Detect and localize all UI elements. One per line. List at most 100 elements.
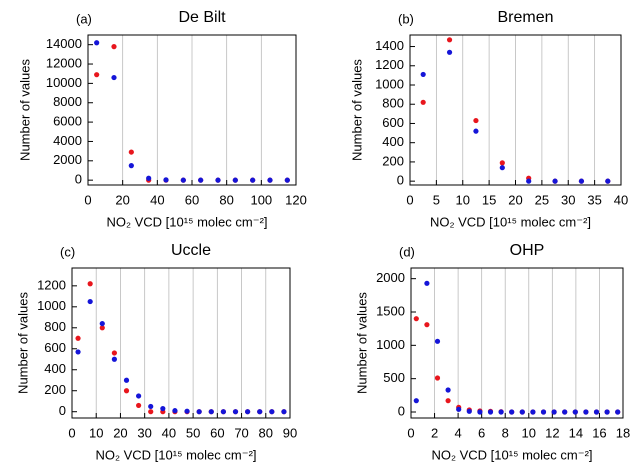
data-point bbox=[487, 409, 494, 415]
data-point bbox=[552, 178, 558, 184]
y-tick-label: 0 bbox=[398, 403, 405, 418]
plot-frame bbox=[87, 34, 297, 186]
x-tick-label: 100 bbox=[250, 192, 272, 207]
x-tick-label: 60 bbox=[185, 192, 199, 207]
x-tick-label: 120 bbox=[285, 192, 307, 207]
x-tick-label: 20 bbox=[115, 192, 129, 207]
y-axis-label: Number of values bbox=[17, 59, 32, 161]
data-point bbox=[128, 163, 134, 169]
data-point bbox=[281, 409, 287, 415]
data-point bbox=[128, 149, 134, 155]
chart-title: Uccle bbox=[171, 242, 211, 259]
data-point bbox=[540, 409, 547, 415]
y-tick-label: 500 bbox=[383, 370, 405, 385]
y-tick-label: 200 bbox=[382, 153, 404, 168]
data-point bbox=[111, 74, 117, 81]
data-point bbox=[499, 165, 505, 171]
x-tick-label: 14 bbox=[569, 425, 583, 440]
x-tick-label: 25 bbox=[535, 192, 549, 207]
panel-label: (c) bbox=[60, 244, 75, 259]
x-tick-label: 10 bbox=[522, 425, 536, 440]
x-axis-label: NO₂ VCD [10¹⁵ molec cm⁻²] bbox=[431, 447, 592, 462]
data-point bbox=[572, 409, 578, 415]
x-tick-label: 40 bbox=[150, 192, 164, 207]
x-tick-label: 50 bbox=[186, 425, 200, 440]
x-tick-label: 10 bbox=[456, 192, 470, 207]
x-tick-label: 2 bbox=[431, 425, 438, 440]
y-tick-label: 400 bbox=[44, 361, 66, 376]
x-tick-label: 8 bbox=[502, 425, 509, 440]
y-tick-label: 800 bbox=[382, 96, 404, 111]
data-point bbox=[615, 409, 621, 415]
data-point bbox=[148, 409, 154, 415]
y-tick-label: 0 bbox=[75, 172, 82, 187]
data-point bbox=[160, 405, 166, 412]
data-point bbox=[583, 409, 589, 415]
x-tick-label: 40 bbox=[162, 425, 176, 440]
y-tick-label: 4000 bbox=[53, 133, 82, 148]
data-point bbox=[498, 409, 504, 415]
data-point bbox=[232, 409, 239, 415]
y-tick-label: 1200 bbox=[375, 57, 404, 72]
data-point bbox=[413, 316, 419, 322]
x-tick-label: 0 bbox=[84, 192, 91, 207]
data-point bbox=[87, 281, 93, 287]
x-tick-label: 20 bbox=[508, 192, 522, 207]
data-point bbox=[413, 398, 419, 404]
x-tick-label: 80 bbox=[259, 425, 273, 440]
y-tick-label: 14000 bbox=[46, 36, 82, 51]
plot-frame bbox=[71, 267, 291, 419]
x-tick-label: 0 bbox=[407, 425, 414, 440]
y-tick-label: 1000 bbox=[375, 76, 404, 91]
data-point bbox=[136, 393, 142, 399]
x-tick-label: 12 bbox=[545, 425, 559, 440]
panel-label: (b) bbox=[398, 11, 414, 26]
y-axis-label: Number of values bbox=[349, 59, 364, 161]
y-tick-label: 1200 bbox=[37, 277, 66, 292]
data-point bbox=[123, 377, 130, 383]
data-point bbox=[75, 335, 81, 341]
chart-title: Bremen bbox=[497, 9, 553, 26]
y-tick-label: 400 bbox=[382, 134, 404, 149]
data-point bbox=[148, 403, 154, 410]
data-point bbox=[94, 72, 100, 78]
data-point bbox=[499, 160, 505, 166]
data-point bbox=[184, 408, 190, 414]
data-point bbox=[180, 177, 186, 183]
x-tick-label: 90 bbox=[283, 425, 297, 440]
data-point bbox=[163, 177, 169, 183]
data-point bbox=[445, 398, 451, 404]
data-point bbox=[123, 388, 130, 394]
y-tick-label: 200 bbox=[44, 382, 66, 397]
x-axis-label: NO₂ VCD [10¹⁵ molec cm⁻²] bbox=[430, 214, 591, 229]
y-tick-label: 0 bbox=[397, 173, 404, 188]
x-tick-label: 20 bbox=[113, 425, 127, 440]
data-point bbox=[446, 49, 453, 55]
x-tick-label: 35 bbox=[587, 192, 601, 207]
data-point bbox=[196, 409, 202, 415]
data-point bbox=[473, 117, 479, 124]
y-axis-label: Number of values bbox=[354, 292, 369, 394]
x-tick-label: 30 bbox=[561, 192, 575, 207]
y-tick-label: 6000 bbox=[53, 114, 82, 129]
y-tick-label: 600 bbox=[44, 340, 66, 355]
x-tick-label: 30 bbox=[137, 425, 151, 440]
chart-title: OHP bbox=[510, 242, 545, 259]
data-point bbox=[446, 37, 453, 43]
data-point bbox=[146, 175, 152, 181]
y-axis-label: Number of values bbox=[15, 292, 30, 394]
x-axis-label: NO₂ VCD [10¹⁵ molec cm⁻²] bbox=[95, 447, 256, 462]
y-tick-label: 1000 bbox=[37, 298, 66, 313]
y-tick-label: 600 bbox=[382, 115, 404, 130]
data-point bbox=[420, 71, 426, 78]
data-point bbox=[250, 177, 256, 183]
x-tick-label: 0 bbox=[406, 192, 413, 207]
plot-frame bbox=[409, 34, 622, 186]
data-point bbox=[530, 409, 536, 415]
data-point bbox=[551, 409, 557, 415]
data-point bbox=[172, 408, 178, 414]
x-tick-label: 6 bbox=[478, 425, 485, 440]
data-point bbox=[220, 409, 226, 415]
data-point bbox=[232, 177, 238, 183]
